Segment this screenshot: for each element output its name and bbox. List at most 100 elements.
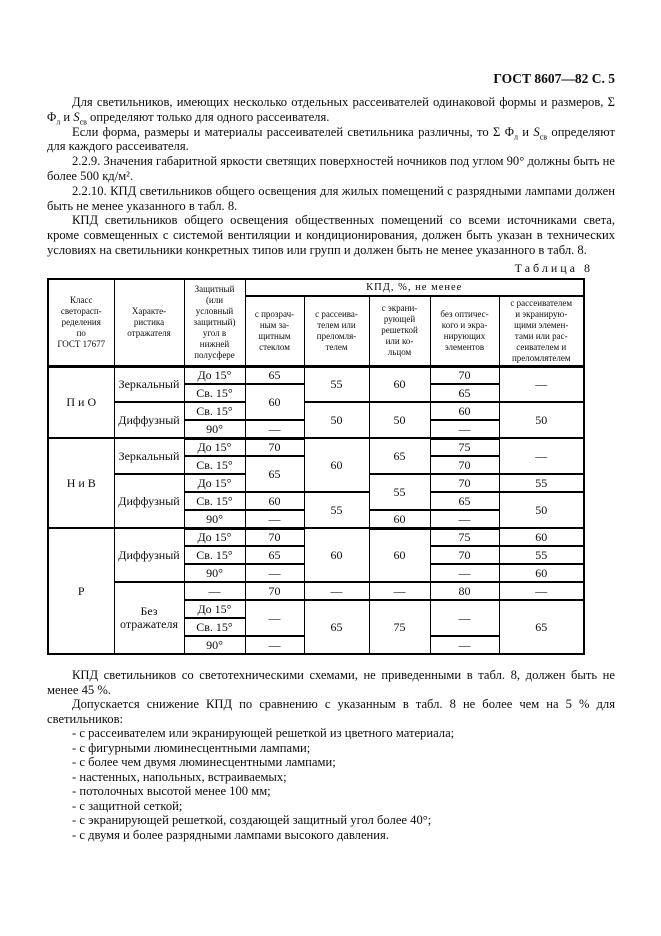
table-cell: 65 — [429, 383, 500, 404]
list-item: - с рассеивателем или экранирующей решет… — [72, 726, 455, 741]
column-header: с рассеивателем и экранирую- щими элемен… — [498, 294, 585, 368]
table-row: Св. 15° 60 55 65 50 — [48, 491, 585, 530]
table-cell: 60 — [244, 383, 305, 422]
list-item: - с защитной сеткой; — [72, 798, 183, 813]
table-cell: 75 — [368, 599, 431, 656]
text-run: Если форма, размеры и материалы рассеива… — [72, 124, 514, 139]
luminaire-list: - с рассеивателем или экранирующей решет… — [47, 726, 615, 842]
table-cell: 55 — [368, 473, 431, 512]
paragraph: Для светильников, имеющих несколько отде… — [47, 95, 615, 127]
table-cell: 55 — [498, 545, 585, 566]
table-cell: Св. 15° — [183, 383, 246, 404]
table-cell: До 15° — [183, 365, 246, 386]
text-run: и — [60, 109, 74, 124]
text-run: св — [539, 132, 548, 142]
text-run: и — [517, 124, 534, 139]
table-row: 90° —60— — [48, 509, 584, 530]
table-cell: До 15° — [183, 527, 246, 548]
table-cell: 70 — [429, 365, 500, 386]
text-run: 2.2.10. КПД светильников общего освещени… — [47, 183, 615, 213]
column-header: с рассеива- телем или преломля- телем — [303, 294, 370, 368]
paragraph: КПД светильников общего освещения общест… — [47, 213, 615, 257]
table-cell: — — [498, 437, 585, 476]
list-item: - потолочных высотой менее 100 мм; — [72, 784, 271, 799]
table-cell: 75 — [429, 527, 500, 548]
table-cell: — — [244, 419, 305, 440]
efficiency-table: Класс светорасп- ределения по ГОСТ 17677… — [47, 277, 586, 656]
table-cell: — — [244, 635, 305, 656]
table-cell: — — [429, 509, 500, 530]
table-row: Св. 15° 65 70 55 — [48, 545, 585, 566]
table-cell: 55 — [498, 473, 585, 494]
table-row: 90° — — — [48, 635, 584, 656]
table-row: Св. 15° — [48, 617, 584, 638]
table-row: Без отражателя —70— —80— — [48, 581, 585, 656]
column-header: Характе- ристика отражателя — [113, 277, 185, 368]
table-cell: Диффузный — [113, 401, 185, 440]
table-cell: 55 — [303, 365, 370, 404]
text-run: S — [73, 109, 80, 124]
table-cell: Св. 15° — [183, 545, 246, 566]
table-cell: 70 — [244, 527, 305, 548]
table-cell: — — [183, 581, 246, 602]
paragraph: КПД светильников со светотехническими сх… — [47, 668, 615, 697]
table-cell: 50 — [498, 401, 585, 440]
table-cell: 60 — [429, 401, 500, 422]
table-cell: 60 — [368, 365, 431, 404]
table-cell: 70 — [244, 437, 305, 458]
text-run: Для светильников, имеющих несколько отде… — [47, 95, 615, 124]
doc-header: ГОСТ 8607—82 С. 5 — [493, 71, 615, 86]
table-cell: 60 — [498, 527, 585, 548]
table-cell: 65 — [244, 545, 305, 566]
table-cell: 70 — [244, 581, 305, 602]
table-cell: До 15° — [183, 437, 246, 458]
table-cell: Зеркальный — [113, 437, 185, 476]
outro-paragraphs: КПД светильников со светотехническими сх… — [47, 668, 615, 726]
table-cell: Без отражателя — [113, 581, 185, 656]
list-item: - с более чем двумя люминесцентными ламп… — [72, 755, 336, 770]
table-cell: 55 — [303, 491, 370, 530]
table-cell: — — [498, 365, 585, 404]
text-run: S — [533, 124, 540, 139]
table-cell: 50 — [498, 491, 585, 530]
table-cell: Диффузный — [113, 527, 185, 584]
table-cell: 65 — [244, 455, 305, 494]
text-run: определяют для каждого рассеивателя. — [47, 124, 615, 154]
text-run: св — [79, 117, 87, 127]
column-header: Класс светорасп- ределения по ГОСТ 17677 — [47, 277, 115, 368]
table-cell: 80 — [429, 581, 500, 602]
table-row: Диффузный Св. 15° 50 50 60 50 — [48, 401, 585, 440]
table-cell: 65 — [498, 599, 585, 656]
table-cell: Диффузный — [113, 473, 185, 530]
table-cell: Св. 15° — [183, 491, 246, 512]
table-cell: 65 — [303, 599, 370, 656]
paragraph: 2.2.9. Значения габаритной яркости светя… — [47, 154, 615, 184]
table-cell: 60 — [303, 527, 370, 584]
table-cell: 60 — [368, 509, 431, 530]
column-header: Защитный (или условный защитный) угол в … — [183, 277, 246, 368]
table-cell: — — [244, 509, 305, 530]
table-cell: Св. 15° — [183, 401, 246, 422]
list-item: - с двумя и более разрядными лампами выс… — [72, 827, 389, 842]
list-item: - с фигурными люминесцентными лампами; — [72, 740, 311, 755]
table-label: Таблица 8 — [514, 260, 593, 275]
text-run: л — [513, 132, 518, 142]
table-cell: 65 — [368, 437, 431, 476]
paragraph: 2.2.10. КПД светильников общего освещени… — [47, 184, 615, 214]
table-cell: До 15° — [183, 473, 246, 494]
table-cell: 65 — [429, 491, 500, 512]
text-run: определяют только для одного рассеивател… — [86, 109, 330, 124]
table-cell: 90° — [183, 635, 246, 656]
table-cell: Св. 15° — [183, 617, 246, 638]
table-cell: — — [244, 563, 305, 584]
table-cell: 60 — [368, 527, 431, 584]
table-cell: — — [498, 581, 585, 602]
table-row: П и О Зеркальный До 15° 65 55 60 70— — [47, 365, 585, 440]
paragraph: Допускается снижение КПД по сравнению с … — [47, 697, 615, 726]
table-cell: 65 — [244, 365, 305, 386]
table-cell: — — [368, 581, 431, 602]
table-row: 90° — — — [48, 419, 584, 440]
table-cell: — — [429, 563, 500, 584]
table-cell: Зеркальный — [113, 365, 185, 404]
